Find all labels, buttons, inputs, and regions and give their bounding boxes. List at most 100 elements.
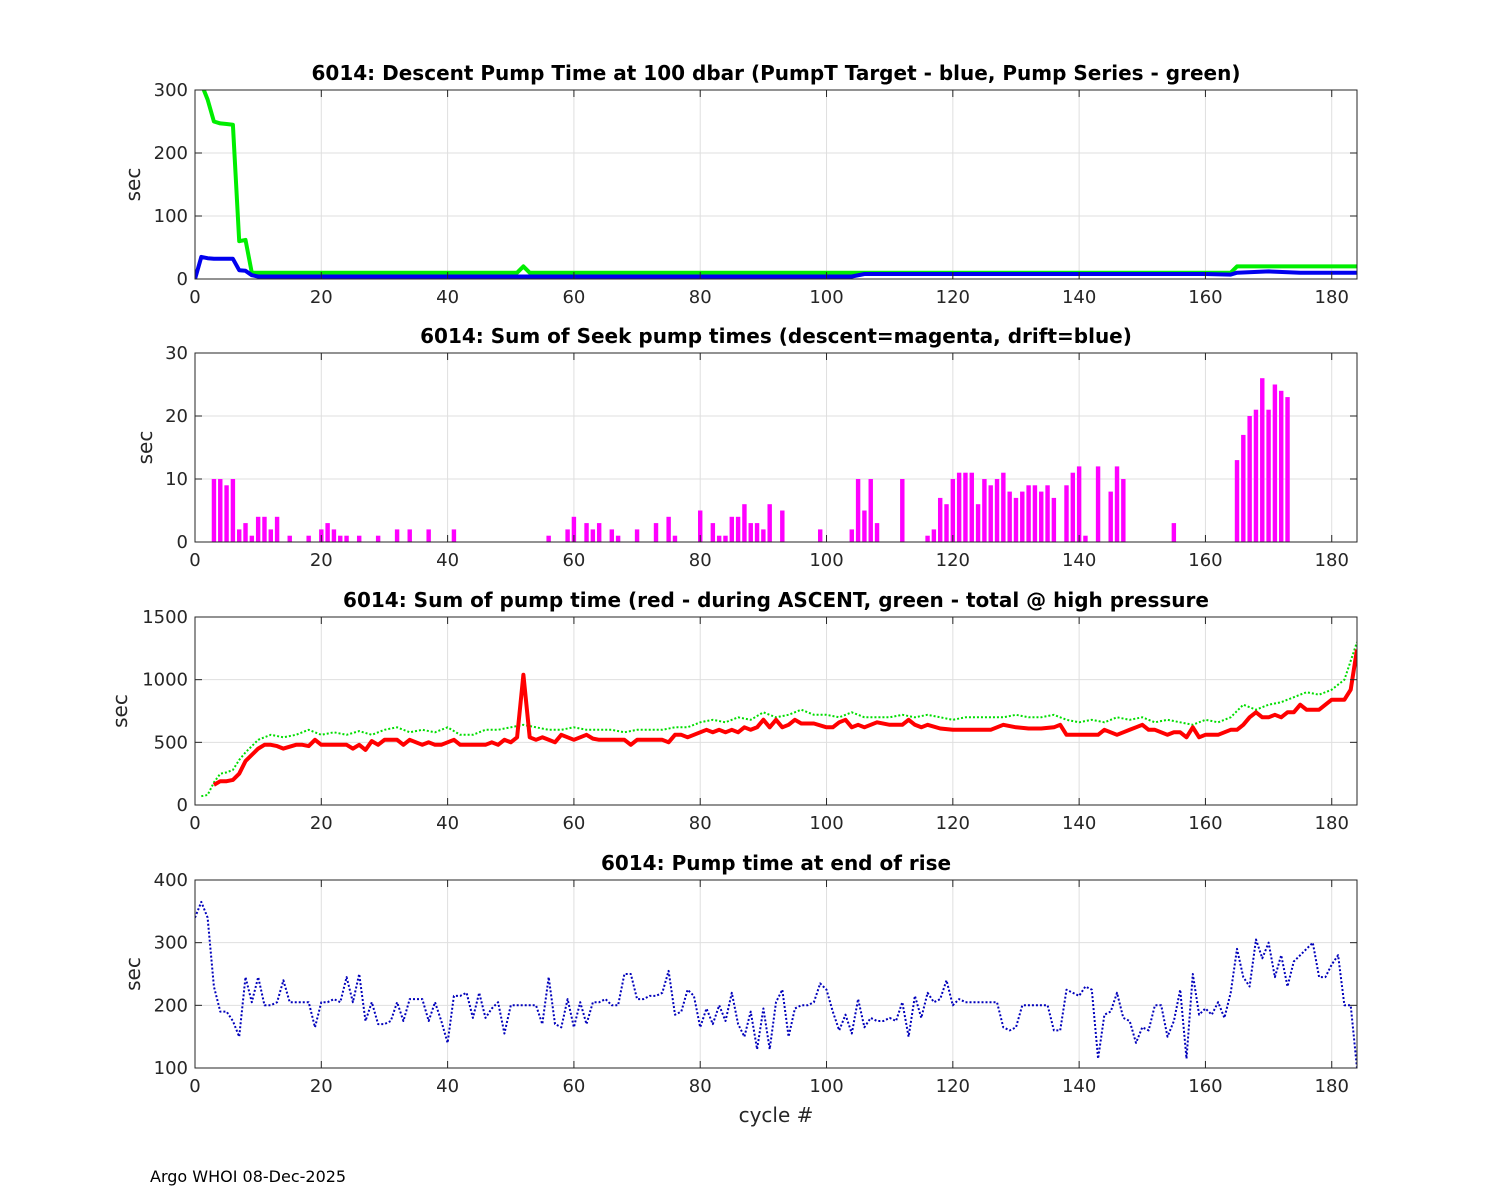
y-tick-label: 0: [177, 795, 188, 816]
x-tick-label: 160: [1188, 287, 1222, 308]
x-tick-label: 180: [1315, 287, 1349, 308]
bar: [748, 523, 753, 542]
bar: [306, 535, 311, 542]
x-tick-label: 100: [809, 813, 843, 834]
bar: [338, 535, 343, 542]
bar: [742, 504, 747, 542]
y-tick-label: 100: [154, 1058, 188, 1079]
x-tick-label: 120: [936, 550, 970, 571]
bar: [1070, 472, 1076, 542]
bar: [1253, 409, 1259, 542]
bar: [735, 516, 741, 542]
axes-frame: [194, 879, 1358, 1069]
y-tick-label: 30: [165, 343, 188, 364]
bar: [1234, 460, 1240, 542]
chart-title: 6014: Descent Pump Time at 100 dbar (Pum…: [312, 61, 1241, 85]
bar: [274, 516, 280, 542]
bar: [855, 479, 861, 542]
bar: [344, 535, 349, 542]
x-tick-label: 60: [562, 550, 585, 571]
bar: [900, 479, 905, 542]
x-tick-label: 120: [936, 1076, 970, 1097]
y-tick-label: 300: [154, 80, 188, 101]
x-tick-label: 160: [1188, 1076, 1222, 1097]
bar: [944, 504, 949, 542]
series-line: [212, 649, 1357, 787]
bar: [590, 529, 596, 542]
bar: [994, 479, 1000, 542]
bar: [1064, 485, 1069, 542]
bar: [1171, 523, 1177, 542]
bar: [780, 510, 785, 542]
bar: [729, 516, 735, 542]
chart-title: 6014: Sum of Seek pump times (descent=ma…: [420, 324, 1132, 348]
bar: [609, 529, 615, 542]
bar: [1045, 485, 1050, 542]
bar: [716, 535, 722, 542]
x-tick-label: 140: [1062, 287, 1096, 308]
bar: [1051, 497, 1057, 542]
bar: [236, 529, 242, 542]
bar: [767, 504, 772, 542]
y-tick-label: 10: [165, 469, 188, 490]
bar: [1076, 466, 1082, 542]
bar: [874, 523, 880, 542]
bar: [653, 523, 659, 542]
bar: [1272, 384, 1278, 542]
bar: [584, 523, 589, 542]
bar: [723, 535, 728, 542]
bar: [1247, 416, 1252, 542]
x-tick-label: 140: [1062, 550, 1096, 571]
bar: [224, 485, 229, 542]
bar: [1020, 491, 1025, 542]
bar: [849, 529, 854, 542]
bar: [634, 529, 640, 542]
bar: [963, 472, 968, 542]
y-tick-label: 1000: [142, 670, 188, 691]
bar: [615, 535, 621, 542]
bar: [862, 510, 867, 542]
bar: [988, 485, 993, 542]
x-tick-label: 120: [936, 813, 970, 834]
x-tick-label: 40: [436, 813, 459, 834]
bar: [1108, 491, 1113, 542]
bar: [1039, 491, 1044, 542]
bar: [1285, 397, 1290, 542]
bar: [1121, 479, 1126, 542]
x-tick-label: 0: [189, 550, 200, 571]
bar: [287, 535, 292, 542]
y-tick-label: 100: [154, 206, 188, 227]
series-line: [201, 641, 1357, 798]
x-tick-label: 120: [936, 287, 970, 308]
bar: [1095, 466, 1101, 542]
bar: [249, 535, 255, 542]
bar: [1026, 485, 1031, 542]
y-tick-label: 1500: [142, 607, 188, 628]
bar: [375, 535, 381, 542]
bar: [268, 529, 273, 542]
x-tick-label: 80: [689, 813, 712, 834]
y-axis-label: sec: [121, 957, 145, 991]
bar: [956, 472, 962, 542]
x-tick-label: 140: [1062, 813, 1096, 834]
bar: [331, 529, 337, 542]
y-tick-label: 200: [154, 143, 188, 164]
series-line: [195, 254, 1357, 279]
bar: [950, 479, 956, 542]
bar: [817, 529, 823, 542]
series-line: [195, 900, 1357, 1068]
chart-title: 6014: Pump time at end of rise: [601, 851, 951, 875]
bar: [1241, 434, 1246, 542]
subplot-pump-time-end-of-rise: 0 20 40 60 80 100 120 140 160 180 100 200 300 400 601…: [121, 851, 1358, 1127]
bar: [255, 516, 261, 542]
x-tick-label: 100: [809, 550, 843, 571]
y-tick-label: 300: [154, 933, 188, 954]
bar: [937, 497, 943, 542]
y-axis-label: sec: [121, 168, 145, 202]
bar: [262, 516, 267, 542]
bar: [426, 529, 431, 542]
bar: [761, 529, 766, 542]
bar: [868, 479, 873, 542]
y-tick-label: 400: [154, 870, 188, 891]
